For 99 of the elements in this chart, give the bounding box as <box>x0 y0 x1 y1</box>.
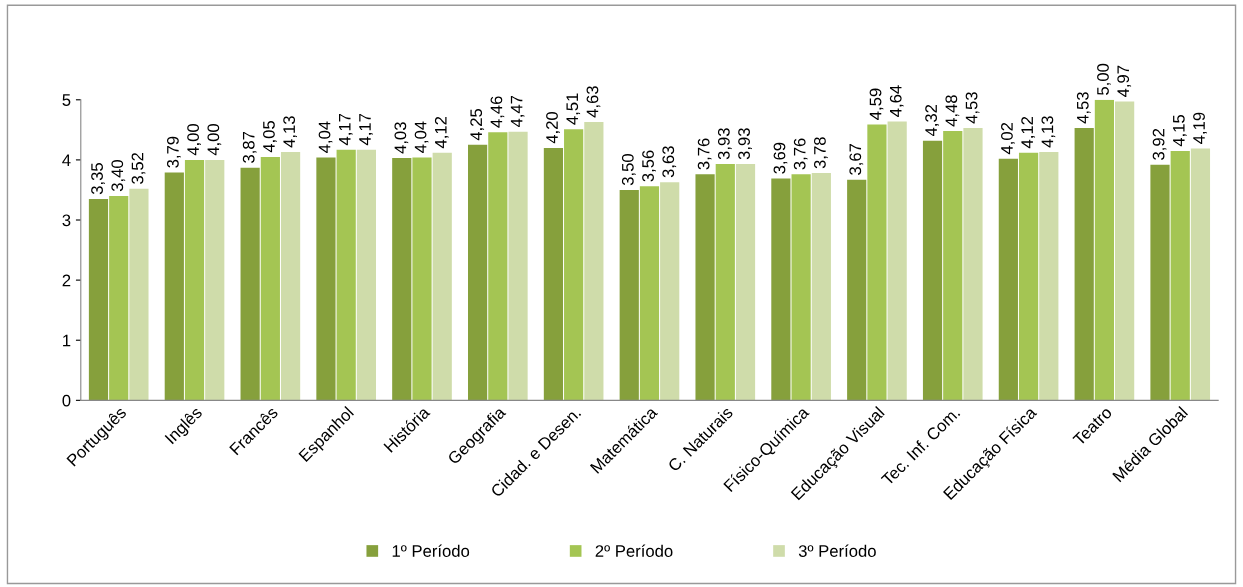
data-label: 4,20 <box>546 111 560 144</box>
data-label: 4,64 <box>889 85 904 117</box>
bar <box>508 131 528 401</box>
data-label: 3,87 <box>242 131 257 163</box>
data-label: 4,13 <box>283 116 298 148</box>
data-label: 3,79 <box>166 136 181 168</box>
data-label: 4,63 <box>586 86 601 118</box>
y-tick-label: 5 <box>62 94 71 106</box>
bar <box>164 172 184 401</box>
bar <box>811 173 831 401</box>
data-label: 4,48 <box>945 95 960 127</box>
data-label: 4,12 <box>434 116 449 149</box>
bar <box>660 182 680 401</box>
data-label: 3,78 <box>814 137 828 169</box>
bar <box>88 198 109 401</box>
data-label: 4,17 <box>339 113 353 146</box>
data-label: 4,12 <box>1021 116 1036 149</box>
bar <box>1115 101 1135 401</box>
bar <box>543 147 564 401</box>
bar <box>584 122 604 401</box>
bar <box>887 121 907 401</box>
bar <box>412 157 432 401</box>
bar <box>922 140 943 401</box>
data-label: 4,46 <box>490 96 505 128</box>
data-label: 3,40 <box>111 160 126 192</box>
bar <box>1150 164 1170 401</box>
data-label: 4,15 <box>1173 114 1187 147</box>
legend-label: 1º Período <box>392 544 470 557</box>
data-label: 4,51 <box>566 93 581 125</box>
bar <box>316 157 336 401</box>
data-label: 4,03 <box>394 122 409 154</box>
bar <box>336 149 356 401</box>
bar <box>1074 128 1094 401</box>
data-label: 4,04 <box>318 121 333 153</box>
data-label: 3,69 <box>773 142 788 174</box>
data-label: 4,59 <box>869 88 884 120</box>
data-label: 3,35 <box>91 163 105 195</box>
data-label: 3,63 <box>662 146 677 178</box>
bar <box>867 124 887 401</box>
bar <box>715 164 735 401</box>
data-label: 4,02 <box>1001 122 1015 155</box>
bar <box>639 186 660 401</box>
bar <box>943 131 963 401</box>
data-label: 3,52 <box>131 152 146 184</box>
data-label: 5,00 <box>1097 63 1111 95</box>
data-label: 4,00 <box>207 123 222 156</box>
y-tick-label: 2 <box>62 274 71 287</box>
data-label: 4,47 <box>510 95 525 128</box>
data-label: 3,92 <box>1152 128 1167 160</box>
bar <box>205 159 225 401</box>
bar <box>392 158 412 401</box>
bar <box>735 164 756 401</box>
y-tick-label: 3 <box>62 214 71 227</box>
data-label: 4,53 <box>1076 92 1091 124</box>
bar <box>564 129 584 401</box>
bar <box>1094 99 1115 401</box>
bar <box>356 149 376 401</box>
data-label: 3,67 <box>849 143 864 175</box>
data-label: 4,19 <box>1193 112 1207 144</box>
bar <box>184 159 205 401</box>
bar <box>240 167 260 401</box>
bar <box>1170 150 1190 401</box>
bar <box>129 188 149 401</box>
data-label: 4,17 <box>359 113 373 146</box>
bar <box>791 174 811 401</box>
data-label: 3,76 <box>793 138 808 170</box>
bar <box>280 152 301 401</box>
bar <box>488 132 508 401</box>
data-label: 4,25 <box>470 108 485 141</box>
bar <box>963 128 983 401</box>
data-label: 4,32 <box>925 104 939 137</box>
bar <box>1018 152 1039 401</box>
legend-label: 3º Período <box>798 544 876 557</box>
bar <box>260 156 280 401</box>
bar <box>695 174 715 401</box>
bar <box>432 152 452 401</box>
legend-label: 2º Período <box>595 544 673 557</box>
bar <box>1190 148 1211 401</box>
bar <box>109 195 129 401</box>
data-label: 3,56 <box>642 150 656 182</box>
y-tick-label: 1 <box>63 334 71 347</box>
bar <box>771 178 791 401</box>
data-label: 3,93 <box>738 128 752 160</box>
data-label: 4,00 <box>187 123 201 156</box>
data-label: 3,50 <box>621 154 636 186</box>
bar <box>847 179 867 401</box>
data-label: 4,97 <box>1117 65 1132 98</box>
bar <box>1039 152 1059 401</box>
data-label: 4,05 <box>263 120 277 153</box>
data-label: 4,04 <box>414 121 429 153</box>
data-label: 3,93 <box>717 128 732 160</box>
bar <box>998 158 1018 401</box>
data-label: 4,53 <box>965 92 980 124</box>
bar <box>468 144 488 401</box>
y-tick-label: 4 <box>62 154 71 166</box>
bar <box>619 189 639 401</box>
y-tick-label: 0 <box>62 394 71 407</box>
data-label: 4,13 <box>1041 116 1056 148</box>
data-label: 3,76 <box>697 138 712 170</box>
